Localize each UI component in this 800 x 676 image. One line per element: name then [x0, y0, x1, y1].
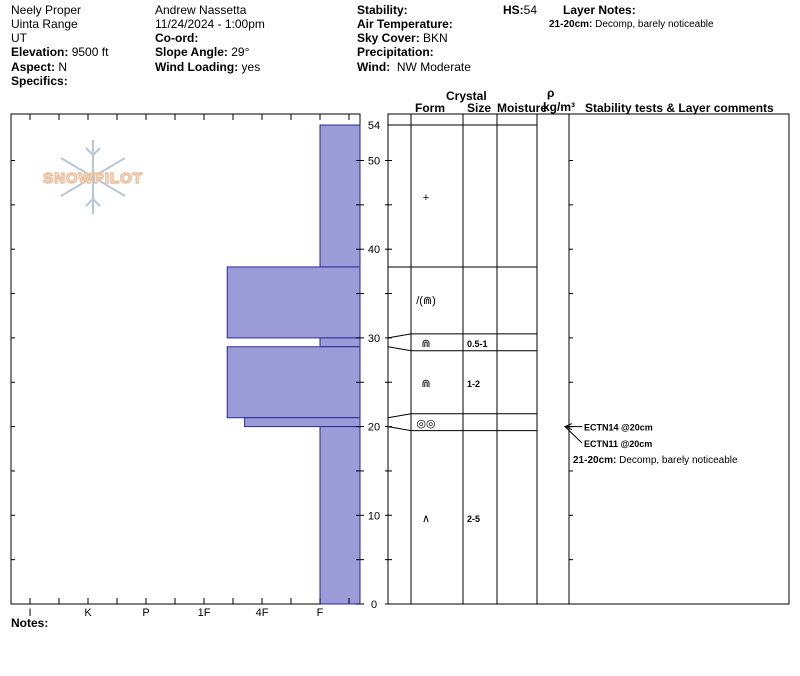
x-tick-label: K	[84, 607, 92, 619]
layer-notes-label: Layer Notes:	[563, 3, 636, 17]
y-tick-label: 54	[368, 120, 380, 132]
hardness-bar	[226, 346, 361, 419]
x-axis: I K P 1F 4F F	[28, 598, 350, 619]
comments-header: Stability tests & Layer comments	[585, 101, 774, 115]
layer-note-depth: 21-20cm:	[549, 19, 593, 30]
layer-boundary	[387, 346, 537, 352]
state-name: UT	[11, 31, 27, 45]
hardness-bars	[226, 124, 361, 605]
notes-label: Notes:	[11, 616, 49, 630]
air-temp-label: Air Temperature:	[357, 17, 453, 31]
size-header: Size	[467, 101, 492, 115]
wind-row: Wind: NW Moderate	[357, 60, 471, 74]
elevation-label: Elevation:	[11, 45, 69, 59]
stability-label: Stability:	[357, 3, 408, 17]
grain-size: 0.5-1	[467, 339, 488, 349]
grain-form-symbol: +	[423, 192, 429, 204]
sky-cover-value: BKN	[423, 31, 448, 45]
x-tick-label: I	[28, 607, 31, 619]
layer-cells: + /(⋒) ⋒ 0.5-1 ⋒ 1-2 ◎◎ ∧ 2-5	[416, 192, 487, 525]
coord-label: Co-ord:	[155, 31, 199, 45]
layer-comment-depth: 21-20cm:	[573, 455, 619, 466]
x-tick-label: F	[317, 607, 324, 619]
layer-comment: 21-20cm: Decomp, barely noticeable	[573, 455, 738, 466]
x-tick-label: P	[142, 607, 149, 619]
elevation-value: 9500 ft	[71, 45, 109, 59]
table-depth-ticks	[388, 160, 573, 605]
hs-value: 54	[523, 3, 538, 17]
layer-boundary	[387, 333, 537, 339]
density-unit-header: kg/m³	[543, 100, 576, 114]
x-tick-label: 4F	[256, 607, 269, 619]
grain-form-symbol: ⋒	[421, 338, 430, 350]
range-name: Uinta Range	[11, 17, 78, 31]
watermark-text: SNOWPILOT	[43, 170, 143, 187]
x-tick-label: 1F	[198, 607, 211, 619]
observer-name: Neely Proper	[11, 3, 82, 17]
wind-loading-label: Wind Loading:	[155, 60, 239, 74]
test-pointer	[564, 426, 583, 444]
layer-table-frame	[387, 113, 790, 605]
left-axis-ticks	[11, 114, 360, 605]
grain-form-symbol: /(⋒)	[416, 295, 436, 307]
elevation-row: Elevation: 9500 ft	[11, 45, 108, 59]
hardness-bar	[319, 426, 361, 605]
form-header: Form	[415, 101, 445, 115]
snowflake-icon	[60, 140, 126, 214]
grain-size: 2-5	[467, 514, 480, 524]
y-tick-label: 50	[368, 156, 380, 168]
observation-datetime: 11/24/2024 - 1:00pm	[155, 17, 265, 31]
grain-form-symbol: ∧	[422, 513, 430, 525]
snowpilot-watermark: SNOWPILOT	[42, 140, 143, 214]
grain-form-symbol: ⋒	[421, 378, 430, 390]
grain-form-symbol: ◎◎	[416, 418, 435, 430]
y-axis: 0 10 20 30 40 50 54	[360, 120, 389, 611]
slope-value: 29°	[231, 45, 250, 59]
precip-label: Precipitation:	[357, 45, 434, 59]
hs-label: HS:	[503, 3, 524, 17]
hardness-bar	[244, 417, 361, 428]
slope-label: Slope Angle:	[155, 45, 228, 59]
y-tick-label: 30	[368, 333, 380, 345]
layer-boundary	[387, 426, 537, 432]
y-tick-label: 10	[368, 510, 380, 522]
wind-value: NW Moderate	[396, 60, 471, 74]
rho-header: ρ	[547, 86, 555, 100]
y-tick-label: 20	[368, 422, 380, 434]
grain-size: 1-2	[467, 379, 480, 389]
slope-row: Slope Angle: 29°	[155, 45, 249, 59]
aspect-row: Aspect: N	[11, 60, 67, 74]
hardness-bar	[319, 337, 361, 348]
wind-label: Wind:	[357, 60, 391, 74]
wind-loading-row: Wind Loading: yes	[155, 60, 260, 74]
hardness-bar	[226, 266, 361, 339]
author-name: Andrew Nassetta	[155, 3, 247, 17]
hardness-bar	[319, 124, 361, 268]
stability-test-label: ECTN11 @20cm	[584, 439, 652, 449]
stability-test-label: ECTN14 @20cm	[584, 423, 653, 433]
y-tick-label: 40	[368, 244, 380, 256]
layer-boundaries	[387, 124, 537, 432]
layer-boundary	[387, 413, 537, 419]
crystal-header: Crystal	[446, 89, 487, 103]
layer-note-line: 21-20cm: Decomp, barely noticeable	[549, 18, 714, 32]
stability-tests: ECTN14 @20cm ECTN11 @20cm 21-20cm: Decomp,…	[563, 423, 738, 466]
layer-note-text: Decomp, barely noticeable	[595, 19, 714, 30]
y-tick-label: 0	[371, 599, 377, 611]
sky-cover-row: Sky Cover: BKN	[357, 31, 448, 45]
specifics-label: Specifics:	[11, 74, 68, 88]
moisture-header: Moisture	[497, 101, 548, 115]
hs-row: HS:54	[503, 3, 537, 17]
sky-cover-label: Sky Cover:	[357, 31, 420, 45]
layer-comment-text: Decomp, barely noticeable	[619, 455, 738, 466]
wind-loading-value: yes	[241, 60, 261, 74]
aspect-value: N	[58, 60, 68, 74]
aspect-label: Aspect:	[11, 60, 56, 74]
